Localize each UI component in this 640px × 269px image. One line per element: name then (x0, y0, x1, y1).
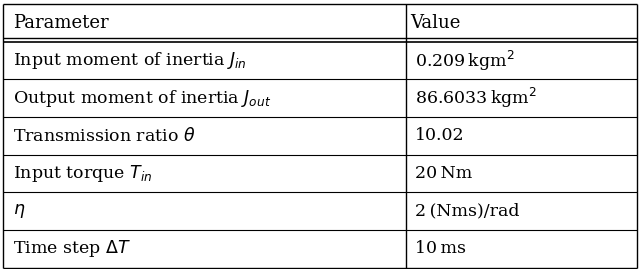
Text: 2 (Nms)/rad: 2 (Nms)/rad (415, 203, 520, 220)
Text: 10.02: 10.02 (415, 127, 465, 144)
Text: 86.6033 kgm$^2$: 86.6033 kgm$^2$ (415, 86, 537, 110)
Text: Output moment of inertia $J_{out}$: Output moment of inertia $J_{out}$ (13, 88, 271, 109)
Text: 10 ms: 10 ms (415, 240, 466, 257)
Text: Time step $\Delta T$: Time step $\Delta T$ (13, 238, 131, 259)
Text: Input torque $T_{in}$: Input torque $T_{in}$ (13, 163, 152, 184)
Text: $\eta$: $\eta$ (13, 202, 25, 220)
Text: 0.209 kgm$^2$: 0.209 kgm$^2$ (415, 48, 515, 73)
Text: Input moment of inertia $J_{in}$: Input moment of inertia $J_{in}$ (13, 50, 246, 71)
Text: 20 Nm: 20 Nm (415, 165, 472, 182)
Text: Transmission ratio $\theta$: Transmission ratio $\theta$ (13, 127, 195, 145)
Text: Value: Value (410, 14, 460, 32)
Text: Parameter: Parameter (13, 14, 109, 32)
